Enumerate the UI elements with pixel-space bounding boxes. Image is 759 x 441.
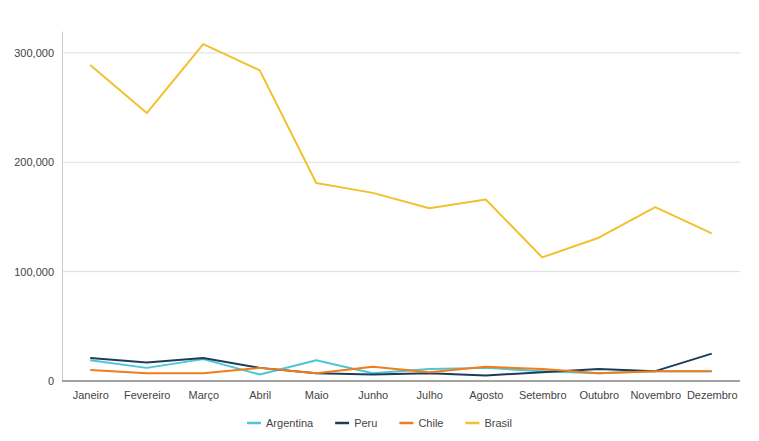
legend-swatch <box>399 422 413 425</box>
x-tick-label: Maio <box>305 389 329 401</box>
y-tick: 200,000 <box>14 156 62 168</box>
y-tick: 100,000 <box>14 266 62 278</box>
legend-swatch <box>465 422 479 425</box>
legend-item: Peru <box>335 417 377 429</box>
x-tick-label: Outubro <box>579 389 619 401</box>
x-tick: Julho <box>417 381 443 401</box>
x-tick-label: Setembro <box>519 389 567 401</box>
grid-line <box>62 52 740 53</box>
x-tick-label: Dezembro <box>687 389 738 401</box>
grid-line <box>62 162 740 163</box>
grid-line <box>62 271 740 272</box>
x-tick-label: Abril <box>249 389 271 401</box>
x-tick-label: Agosto <box>469 389 503 401</box>
x-tick: Dezembro <box>687 381 738 401</box>
x-tick: Agosto <box>469 381 503 401</box>
legend-item: Argentina <box>247 417 314 429</box>
y-tick-label: 100,000 <box>14 266 54 278</box>
chart: 0 100,000 200,000 300,000 Janeiro Fevereiro Ma… <box>0 0 759 441</box>
x-tick: Junho <box>358 381 388 401</box>
x-tick: Novembro <box>630 381 681 401</box>
x-tick: Outubro <box>579 381 619 401</box>
x-tick: Fevereiro <box>124 381 170 401</box>
legend-label: Peru <box>354 417 377 429</box>
legend-swatch <box>335 422 349 425</box>
legend-swatch <box>247 422 261 425</box>
y-tick-label: 0 <box>48 375 54 387</box>
x-tick: Setembro <box>519 381 567 401</box>
legend-label: Chile <box>418 417 443 429</box>
x-tick-label: Janeiro <box>73 389 109 401</box>
legend-item: Brasil <box>465 417 512 429</box>
legend-label: Argentina <box>266 417 314 429</box>
series-line <box>90 359 712 374</box>
x-tick: Março <box>188 381 219 401</box>
series-line <box>90 367 712 374</box>
legend-label: Brasil <box>484 417 512 429</box>
y-axis: 0 100,000 200,000 300,000 <box>14 32 62 388</box>
legend-item: Chile <box>399 417 443 429</box>
y-tick-label: 200,000 <box>14 156 54 168</box>
series-line <box>90 354 712 376</box>
legend: Argentina Peru Chile Brasil <box>247 417 512 429</box>
x-tick: Maio <box>305 381 329 401</box>
x-axis-line <box>62 380 740 382</box>
x-axis: Janeiro Fevereiro Março Abril Maio Junho Julho… <box>62 381 740 401</box>
y-tick-label: 300,000 <box>14 47 54 59</box>
y-tick: 0 <box>48 375 62 387</box>
x-tick: Janeiro <box>73 381 109 401</box>
x-tick-label: Julho <box>417 389 443 401</box>
x-tick-label: Março <box>188 389 219 401</box>
x-tick-label: Fevereiro <box>124 389 170 401</box>
y-tick: 300,000 <box>14 47 62 59</box>
grid-line <box>62 381 740 382</box>
x-tick: Abril <box>249 381 271 401</box>
series-line <box>90 44 712 257</box>
x-tick-label: Novembro <box>630 389 681 401</box>
x-tick-label: Junho <box>358 389 388 401</box>
y-axis-line <box>62 32 63 382</box>
lines <box>90 44 712 375</box>
